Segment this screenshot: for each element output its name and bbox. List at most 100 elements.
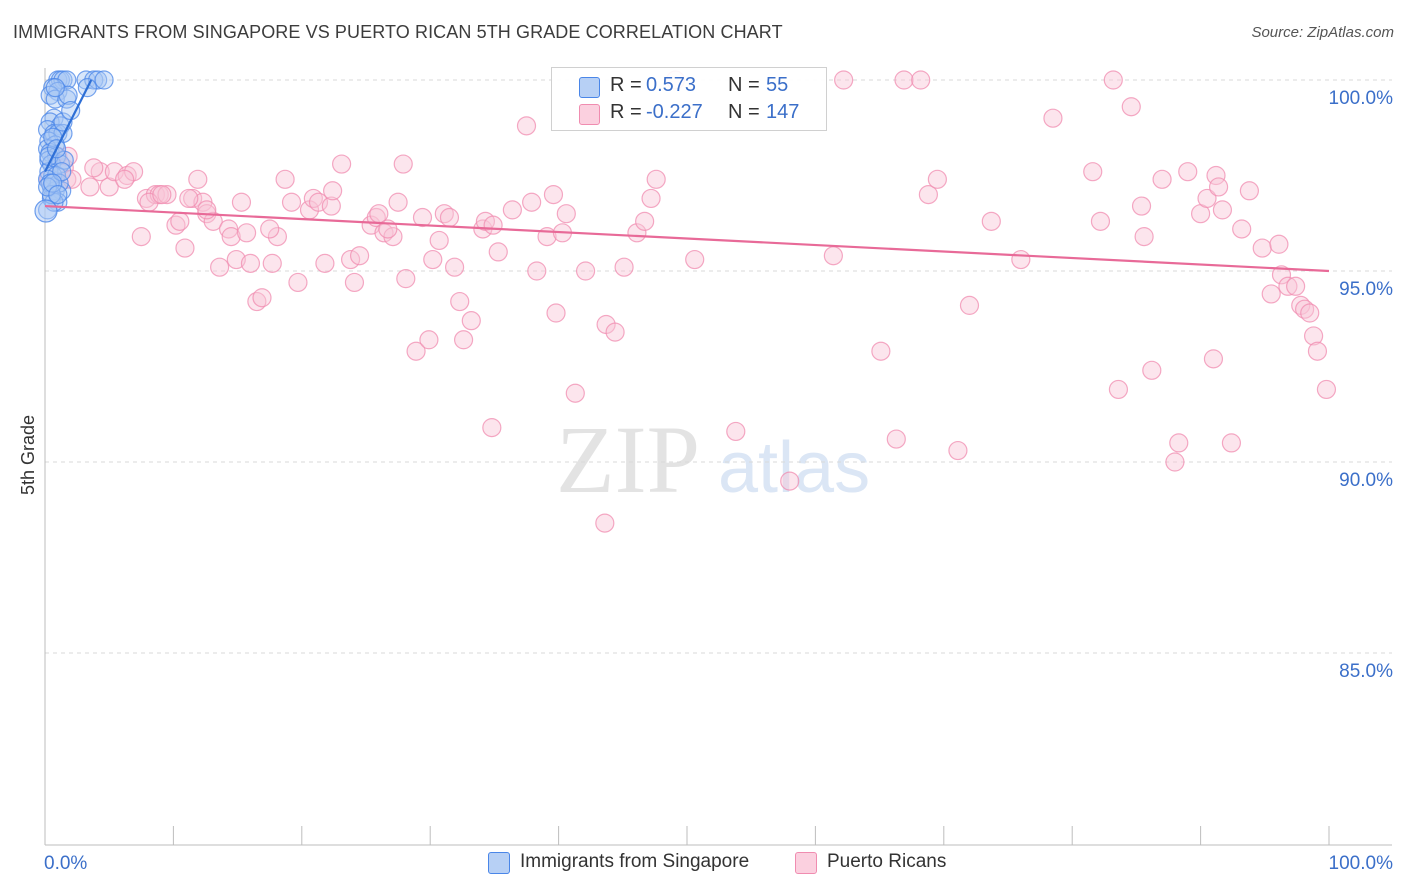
- puerto-rican-point: [886, 429, 906, 449]
- puerto-rican-point: [780, 471, 800, 491]
- puerto-rican-point: [396, 269, 416, 289]
- singapore-point: [94, 70, 114, 90]
- puerto-rican-point: [1252, 238, 1272, 258]
- puerto-rican-point: [236, 223, 257, 243]
- puerto-rican-point: [1165, 452, 1185, 472]
- puerto-rican-point: [175, 238, 195, 258]
- puerto-rican-point: [1208, 177, 1229, 197]
- puerto-rican-point: [450, 291, 470, 312]
- puerto-rican-point: [482, 418, 502, 438]
- watermark-zip: ZIP: [556, 406, 700, 513]
- legend-row-singapore: R = 0.573 N = 55: [552, 74, 826, 100]
- y-axis-label: 5th Grade: [18, 415, 38, 495]
- puerto-rican-point: [252, 288, 272, 308]
- puerto-rican-point: [179, 188, 199, 209]
- singapore-point: [37, 177, 58, 197]
- singapore-point: [43, 173, 63, 193]
- puerto-rican-point: [1131, 196, 1152, 216]
- puerto-rican-point: [635, 211, 655, 231]
- puerto-rican-point: [565, 383, 585, 403]
- puerto-rican-point: [1232, 219, 1252, 239]
- legend-n-value: 147: [766, 101, 800, 123]
- puerto-rican-point: [170, 211, 190, 231]
- legend-r-value: 0.573: [646, 74, 697, 96]
- puerto-rican-point: [281, 192, 302, 212]
- puerto-rican-point: [1316, 379, 1337, 400]
- puerto-rican-point: [332, 154, 352, 174]
- puerto-rican-point: [1286, 276, 1306, 296]
- puerto-rican-point: [157, 185, 177, 205]
- puerto-rican-point: [275, 169, 295, 189]
- puerto-rican-point: [834, 70, 854, 90]
- bottom-legend-puerto-rican: Puerto Ricans: [827, 851, 947, 872]
- puerto-rican-point: [948, 440, 968, 461]
- puerto-rican-point: [303, 188, 323, 209]
- puerto-rican-trend-line: [44, 204, 1330, 273]
- puerto-rican-point: [1152, 169, 1172, 189]
- puerto-rican-point: [412, 207, 433, 228]
- legend-r-label: R =: [610, 74, 642, 96]
- puerto-rican-point: [188, 169, 208, 189]
- puerto-rican-point: [461, 311, 481, 331]
- legend-swatch-pink: [579, 104, 600, 125]
- legend-r-label: R =: [610, 101, 642, 123]
- bottom-legend-swatch-singapore: [488, 852, 510, 874]
- puerto-rican-point: [221, 227, 241, 247]
- puerto-rican-point: [483, 215, 503, 235]
- puerto-rican-point: [267, 227, 288, 247]
- puerto-rican-point: [453, 330, 474, 350]
- puerto-rican-point: [1278, 276, 1298, 296]
- puerto-rican-point: [595, 513, 615, 533]
- puerto-rican-point: [516, 116, 537, 136]
- x-tick-label-max: 100.0%: [1329, 853, 1394, 874]
- puerto-rican-point: [152, 185, 172, 205]
- puerto-rican-point: [685, 249, 705, 270]
- puerto-rican-point: [247, 291, 267, 312]
- puerto-rican-point: [1011, 249, 1031, 270]
- puerto-rican-point: [1300, 303, 1320, 323]
- puerto-rican-point: [1295, 299, 1315, 319]
- puerto-rican-point: [323, 181, 343, 201]
- puerto-rican-point: [543, 185, 564, 205]
- singapore-point: [50, 154, 71, 174]
- puerto-rican-point: [315, 253, 335, 273]
- puerto-rican-point: [641, 188, 661, 209]
- puerto-rican-point: [166, 215, 186, 235]
- puerto-rican-point: [393, 154, 413, 174]
- singapore-point: [45, 78, 65, 98]
- legend-r-value: -0.227: [646, 101, 703, 123]
- puerto-rican-point: [502, 200, 522, 220]
- legend-n-label: N =: [728, 101, 760, 123]
- puerto-rican-point: [1197, 188, 1217, 209]
- singapore-point: [34, 199, 58, 223]
- y-tick-label: 90.0%: [1339, 470, 1393, 491]
- puerto-rican-point: [1269, 234, 1289, 254]
- singapore-point: [45, 89, 65, 109]
- puerto-rican-point: [726, 421, 746, 442]
- puerto-rican-point: [104, 162, 124, 182]
- puerto-rican-point: [1043, 108, 1063, 128]
- puerto-rican-point: [197, 200, 217, 220]
- puerto-rican-point: [260, 219, 280, 239]
- singapore-point: [88, 70, 108, 90]
- puerto-rican-point: [434, 204, 454, 224]
- puerto-rican-point: [429, 230, 449, 251]
- puerto-rican-point: [1303, 326, 1324, 346]
- puerto-rican-point: [1121, 97, 1141, 117]
- puerto-rican-point: [927, 169, 947, 189]
- puerto-rican-point: [1239, 181, 1259, 201]
- puerto-rican-point: [959, 295, 980, 315]
- correlation-legend: R = 0.573 N = 55 R = -0.227 N = 147: [551, 67, 827, 131]
- puerto-rican-point: [1103, 70, 1123, 90]
- puerto-rican-point: [1206, 165, 1226, 186]
- puerto-rican-point: [349, 246, 370, 266]
- puerto-rican-point: [131, 227, 151, 247]
- y-tick-label: 95.0%: [1339, 279, 1393, 300]
- singapore-point: [54, 150, 74, 170]
- legend-n-value: 55: [766, 74, 789, 96]
- puerto-rican-point: [1090, 211, 1111, 231]
- legend-swatch-blue: [579, 77, 600, 98]
- puerto-rican-point: [1307, 341, 1328, 361]
- puerto-rican-point: [556, 204, 576, 224]
